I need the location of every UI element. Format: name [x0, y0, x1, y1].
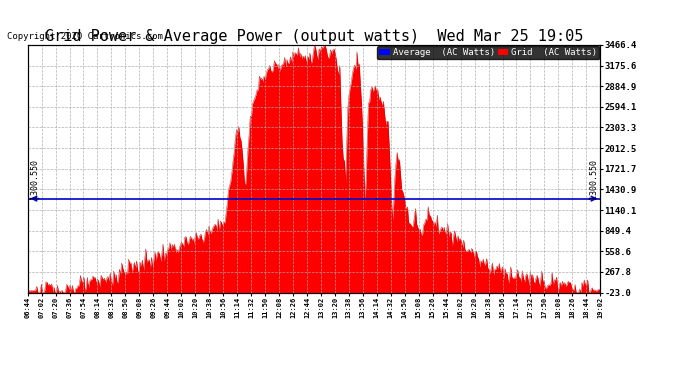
Text: 1300.550: 1300.550: [589, 159, 598, 199]
Title: Grid Power & Average Power (output watts)  Wed Mar 25 19:05: Grid Power & Average Power (output watts…: [45, 29, 583, 44]
Text: 1300.550: 1300.550: [30, 159, 39, 199]
Legend: Average  (AC Watts), Grid  (AC Watts): Average (AC Watts), Grid (AC Watts): [377, 46, 600, 59]
Text: Copyright 2020 Cartronics.com: Copyright 2020 Cartronics.com: [7, 32, 163, 41]
